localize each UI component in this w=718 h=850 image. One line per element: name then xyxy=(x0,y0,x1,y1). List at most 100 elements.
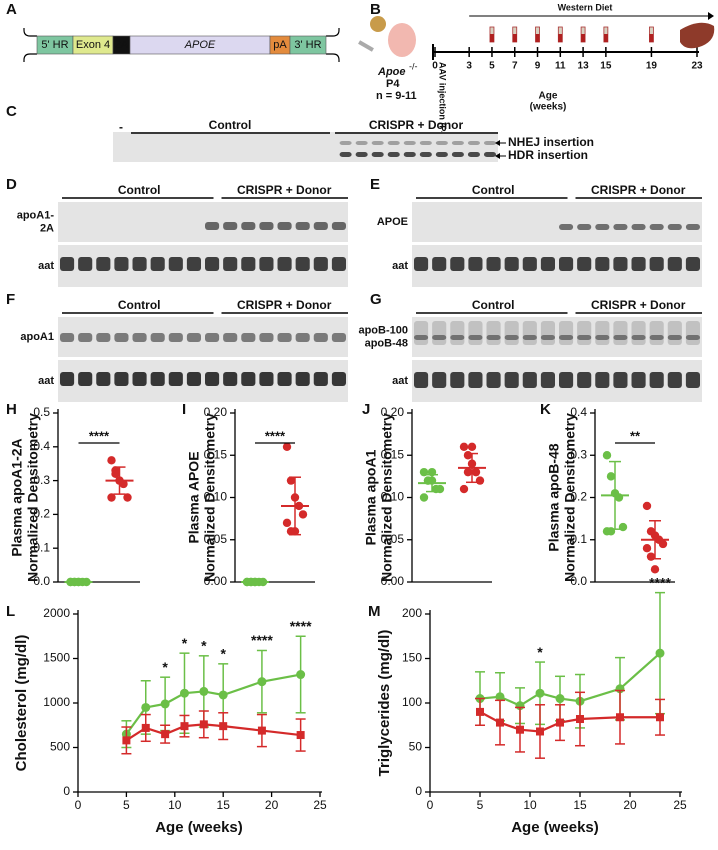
blot-band xyxy=(451,152,464,157)
y-tick-label: 0.15 xyxy=(381,447,405,461)
blot-band xyxy=(468,257,483,271)
blot-band xyxy=(486,372,501,388)
data-point xyxy=(495,692,505,702)
data-point xyxy=(179,688,189,698)
blot-band xyxy=(432,321,447,345)
x-tick-label: 0 xyxy=(427,798,434,812)
blot-band xyxy=(186,333,201,342)
panel-letter: K xyxy=(540,401,551,418)
data-point xyxy=(618,522,628,532)
blot-band xyxy=(114,333,129,342)
construct-label: APOE xyxy=(184,39,216,51)
data-point xyxy=(496,718,504,727)
data-point xyxy=(642,544,652,553)
y-tick-label: 0.00 xyxy=(204,574,228,588)
blood-fill xyxy=(558,34,563,42)
y-tick-label: 0.1 xyxy=(570,532,587,546)
series-line xyxy=(479,710,660,733)
blot-band xyxy=(205,372,220,386)
x-tick-label: 20 xyxy=(265,798,279,812)
blot xyxy=(412,202,702,242)
blot-band xyxy=(649,224,664,230)
group-label: CRISPR + Donor xyxy=(369,118,464,132)
blot-band xyxy=(277,372,292,386)
y-tick-label: 0.1 xyxy=(33,540,50,554)
syringe xyxy=(358,40,374,52)
blot-band xyxy=(577,335,592,340)
y-axis-title: Normalized Densitometry xyxy=(202,413,218,582)
blot-band xyxy=(559,335,574,340)
blot-band xyxy=(432,335,447,340)
liver xyxy=(680,22,715,49)
blot-band xyxy=(467,152,480,157)
series-line xyxy=(479,652,661,707)
y-tick-label: 100 xyxy=(402,695,422,709)
blood-fill xyxy=(603,34,608,42)
blot-band xyxy=(667,224,682,230)
significance: **** xyxy=(290,618,312,634)
blot-band xyxy=(355,152,368,157)
blot-band xyxy=(223,372,238,386)
blot-band xyxy=(468,372,483,388)
blot-band xyxy=(468,321,483,345)
data-point xyxy=(616,713,624,722)
blood-fill xyxy=(489,34,494,42)
panel-letter: L xyxy=(6,603,15,620)
blot-band xyxy=(241,372,256,386)
blot-band xyxy=(522,335,537,340)
construct-segment xyxy=(289,35,327,55)
blot-band xyxy=(559,257,574,271)
group-label: Control xyxy=(118,183,161,197)
band-arrowhead xyxy=(495,153,500,159)
blot-band xyxy=(150,257,165,271)
blot-band xyxy=(577,321,592,345)
panel-letter: H xyxy=(6,401,17,418)
blot-band xyxy=(522,372,537,388)
blot-band xyxy=(504,335,519,340)
blot-band xyxy=(649,372,664,388)
x-tick-label: 15 xyxy=(573,798,587,812)
group-label: Control xyxy=(472,298,515,312)
blot-band xyxy=(414,257,429,271)
y-tick-label: 0.3 xyxy=(33,473,50,487)
itr-right xyxy=(326,28,340,62)
blot-band xyxy=(295,222,310,230)
y-tick-label: 2000 xyxy=(43,606,70,620)
data-point xyxy=(576,715,584,724)
blot-band xyxy=(667,257,682,271)
blot-band xyxy=(667,372,682,388)
y-axis-title: Normalized Densitometry xyxy=(25,413,41,582)
blot-band xyxy=(613,321,628,345)
blot-band xyxy=(60,372,75,386)
blot-band xyxy=(685,372,700,388)
data-point xyxy=(536,727,544,736)
mouse-strain: Apoe xyxy=(377,66,406,78)
blot-band xyxy=(540,372,555,388)
group-label: Control xyxy=(118,298,161,312)
y-tick-label: 0.00 xyxy=(381,574,405,588)
data-point xyxy=(286,476,296,485)
x-tick-label: 0 xyxy=(75,798,82,812)
blot-band xyxy=(414,321,429,345)
blot-band xyxy=(577,372,592,388)
blot-band xyxy=(403,141,416,145)
blot-band xyxy=(339,152,352,157)
significance: **** xyxy=(251,632,273,648)
blot-band xyxy=(295,372,310,386)
data-point xyxy=(646,552,656,561)
row-label: aat xyxy=(38,375,54,387)
blot-band xyxy=(114,257,129,271)
data-point xyxy=(141,723,150,732)
blot-band xyxy=(295,257,310,271)
timeline-label: 3 xyxy=(466,61,472,72)
blot-band xyxy=(168,372,183,386)
mouse-pup xyxy=(388,23,416,57)
data-point xyxy=(296,731,305,740)
y-axis-title: Cholesterol (mg/dl) xyxy=(13,635,30,772)
y-tick-label: 0.3 xyxy=(570,447,587,461)
y-tick-label: 0.10 xyxy=(204,490,228,504)
timeline-label: 9 xyxy=(535,61,541,72)
data-point xyxy=(296,670,306,680)
diet-arrowhead xyxy=(708,12,714,20)
